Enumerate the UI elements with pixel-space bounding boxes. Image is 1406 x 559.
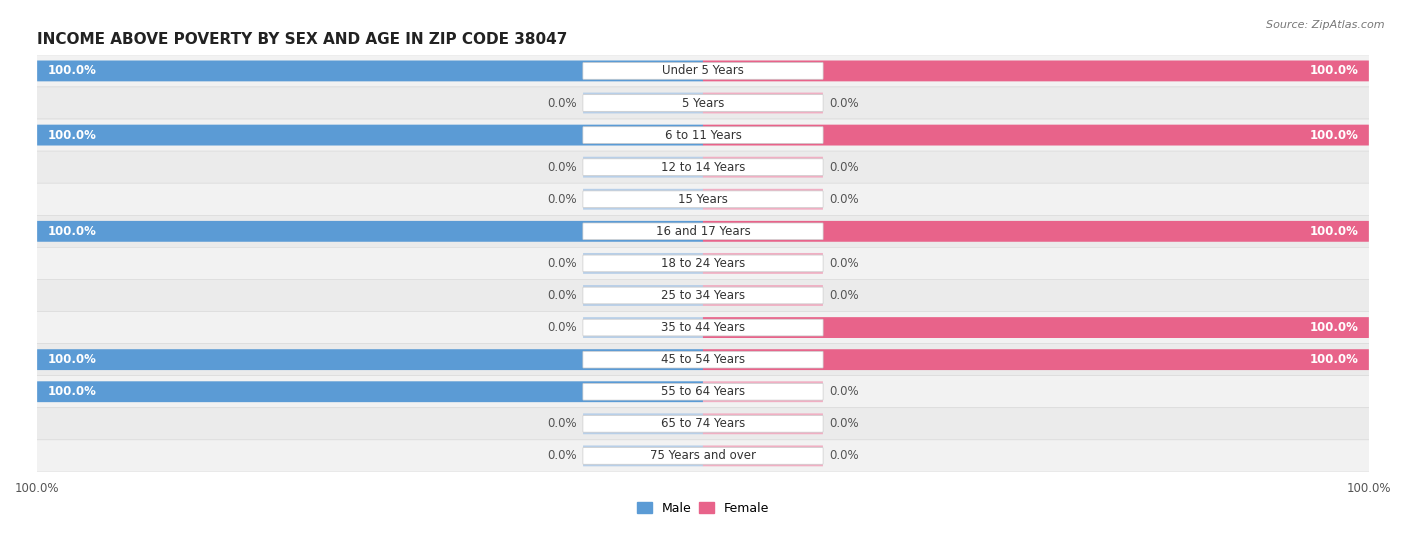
Text: Under 5 Years: Under 5 Years bbox=[662, 64, 744, 78]
FancyBboxPatch shape bbox=[583, 255, 823, 272]
FancyBboxPatch shape bbox=[583, 448, 823, 464]
Text: 25 to 34 Years: 25 to 34 Years bbox=[661, 289, 745, 302]
FancyBboxPatch shape bbox=[583, 319, 823, 336]
FancyBboxPatch shape bbox=[583, 191, 823, 207]
FancyBboxPatch shape bbox=[34, 119, 1372, 151]
FancyBboxPatch shape bbox=[703, 189, 823, 210]
FancyBboxPatch shape bbox=[583, 223, 823, 240]
FancyBboxPatch shape bbox=[37, 221, 703, 241]
FancyBboxPatch shape bbox=[703, 60, 1369, 82]
FancyBboxPatch shape bbox=[37, 125, 703, 145]
Text: 12 to 14 Years: 12 to 14 Years bbox=[661, 160, 745, 174]
Text: 16 and 17 Years: 16 and 17 Years bbox=[655, 225, 751, 238]
Text: INCOME ABOVE POVERTY BY SEX AND AGE IN ZIP CODE 38047: INCOME ABOVE POVERTY BY SEX AND AGE IN Z… bbox=[37, 32, 568, 47]
FancyBboxPatch shape bbox=[583, 383, 823, 400]
FancyBboxPatch shape bbox=[703, 285, 823, 306]
Text: 0.0%: 0.0% bbox=[547, 257, 576, 270]
FancyBboxPatch shape bbox=[34, 248, 1372, 280]
Text: 0.0%: 0.0% bbox=[830, 418, 859, 430]
Text: 0.0%: 0.0% bbox=[547, 97, 576, 110]
Text: 0.0%: 0.0% bbox=[547, 193, 576, 206]
Text: 0.0%: 0.0% bbox=[547, 418, 576, 430]
FancyBboxPatch shape bbox=[34, 440, 1372, 472]
FancyBboxPatch shape bbox=[34, 55, 1372, 87]
Text: 75 Years and over: 75 Years and over bbox=[650, 449, 756, 462]
FancyBboxPatch shape bbox=[703, 349, 1369, 370]
Text: 100.0%: 100.0% bbox=[48, 225, 96, 238]
FancyBboxPatch shape bbox=[34, 151, 1372, 183]
Text: 0.0%: 0.0% bbox=[830, 257, 859, 270]
FancyBboxPatch shape bbox=[703, 253, 823, 274]
FancyBboxPatch shape bbox=[583, 351, 823, 368]
FancyBboxPatch shape bbox=[37, 60, 703, 82]
Text: 55 to 64 Years: 55 to 64 Years bbox=[661, 385, 745, 398]
FancyBboxPatch shape bbox=[703, 125, 1369, 145]
Text: 15 Years: 15 Years bbox=[678, 193, 728, 206]
FancyBboxPatch shape bbox=[583, 93, 703, 113]
FancyBboxPatch shape bbox=[583, 159, 823, 176]
Text: 65 to 74 Years: 65 to 74 Years bbox=[661, 418, 745, 430]
FancyBboxPatch shape bbox=[703, 381, 823, 402]
FancyBboxPatch shape bbox=[703, 221, 1369, 241]
Text: 6 to 11 Years: 6 to 11 Years bbox=[665, 129, 741, 141]
Text: 0.0%: 0.0% bbox=[830, 385, 859, 398]
FancyBboxPatch shape bbox=[34, 280, 1372, 311]
FancyBboxPatch shape bbox=[34, 408, 1372, 440]
Text: 0.0%: 0.0% bbox=[547, 321, 576, 334]
Text: 100.0%: 100.0% bbox=[1310, 321, 1358, 334]
FancyBboxPatch shape bbox=[34, 87, 1372, 119]
FancyBboxPatch shape bbox=[583, 446, 703, 466]
FancyBboxPatch shape bbox=[703, 446, 823, 466]
FancyBboxPatch shape bbox=[703, 93, 823, 113]
Text: 0.0%: 0.0% bbox=[830, 449, 859, 462]
FancyBboxPatch shape bbox=[703, 317, 1369, 338]
FancyBboxPatch shape bbox=[703, 157, 823, 178]
Text: 45 to 54 Years: 45 to 54 Years bbox=[661, 353, 745, 366]
FancyBboxPatch shape bbox=[703, 414, 823, 434]
FancyBboxPatch shape bbox=[37, 349, 703, 370]
FancyBboxPatch shape bbox=[34, 183, 1372, 215]
FancyBboxPatch shape bbox=[583, 94, 823, 111]
FancyBboxPatch shape bbox=[583, 127, 823, 144]
Legend: Male, Female: Male, Female bbox=[631, 497, 775, 520]
Text: 100.0%: 100.0% bbox=[48, 129, 96, 141]
Text: 100.0%: 100.0% bbox=[1310, 64, 1358, 78]
Text: 18 to 24 Years: 18 to 24 Years bbox=[661, 257, 745, 270]
Text: 100.0%: 100.0% bbox=[48, 64, 96, 78]
FancyBboxPatch shape bbox=[583, 415, 823, 432]
FancyBboxPatch shape bbox=[583, 285, 703, 306]
Text: 100.0%: 100.0% bbox=[48, 385, 96, 398]
Text: 100.0%: 100.0% bbox=[1310, 225, 1358, 238]
FancyBboxPatch shape bbox=[34, 215, 1372, 248]
FancyBboxPatch shape bbox=[34, 376, 1372, 408]
Text: 0.0%: 0.0% bbox=[830, 160, 859, 174]
Text: 100.0%: 100.0% bbox=[48, 353, 96, 366]
FancyBboxPatch shape bbox=[34, 311, 1372, 344]
Text: 0.0%: 0.0% bbox=[547, 289, 576, 302]
Text: 0.0%: 0.0% bbox=[830, 97, 859, 110]
Text: 0.0%: 0.0% bbox=[547, 449, 576, 462]
Text: 5 Years: 5 Years bbox=[682, 97, 724, 110]
FancyBboxPatch shape bbox=[583, 189, 703, 210]
FancyBboxPatch shape bbox=[583, 63, 823, 79]
FancyBboxPatch shape bbox=[34, 344, 1372, 376]
Text: 0.0%: 0.0% bbox=[547, 160, 576, 174]
Text: 0.0%: 0.0% bbox=[830, 193, 859, 206]
Text: 35 to 44 Years: 35 to 44 Years bbox=[661, 321, 745, 334]
FancyBboxPatch shape bbox=[583, 414, 703, 434]
FancyBboxPatch shape bbox=[583, 157, 703, 178]
Text: 100.0%: 100.0% bbox=[1310, 129, 1358, 141]
FancyBboxPatch shape bbox=[583, 287, 823, 304]
Text: 0.0%: 0.0% bbox=[830, 289, 859, 302]
FancyBboxPatch shape bbox=[583, 317, 703, 338]
Text: 100.0%: 100.0% bbox=[1310, 353, 1358, 366]
FancyBboxPatch shape bbox=[37, 381, 703, 402]
Text: Source: ZipAtlas.com: Source: ZipAtlas.com bbox=[1267, 20, 1385, 30]
FancyBboxPatch shape bbox=[583, 253, 703, 274]
